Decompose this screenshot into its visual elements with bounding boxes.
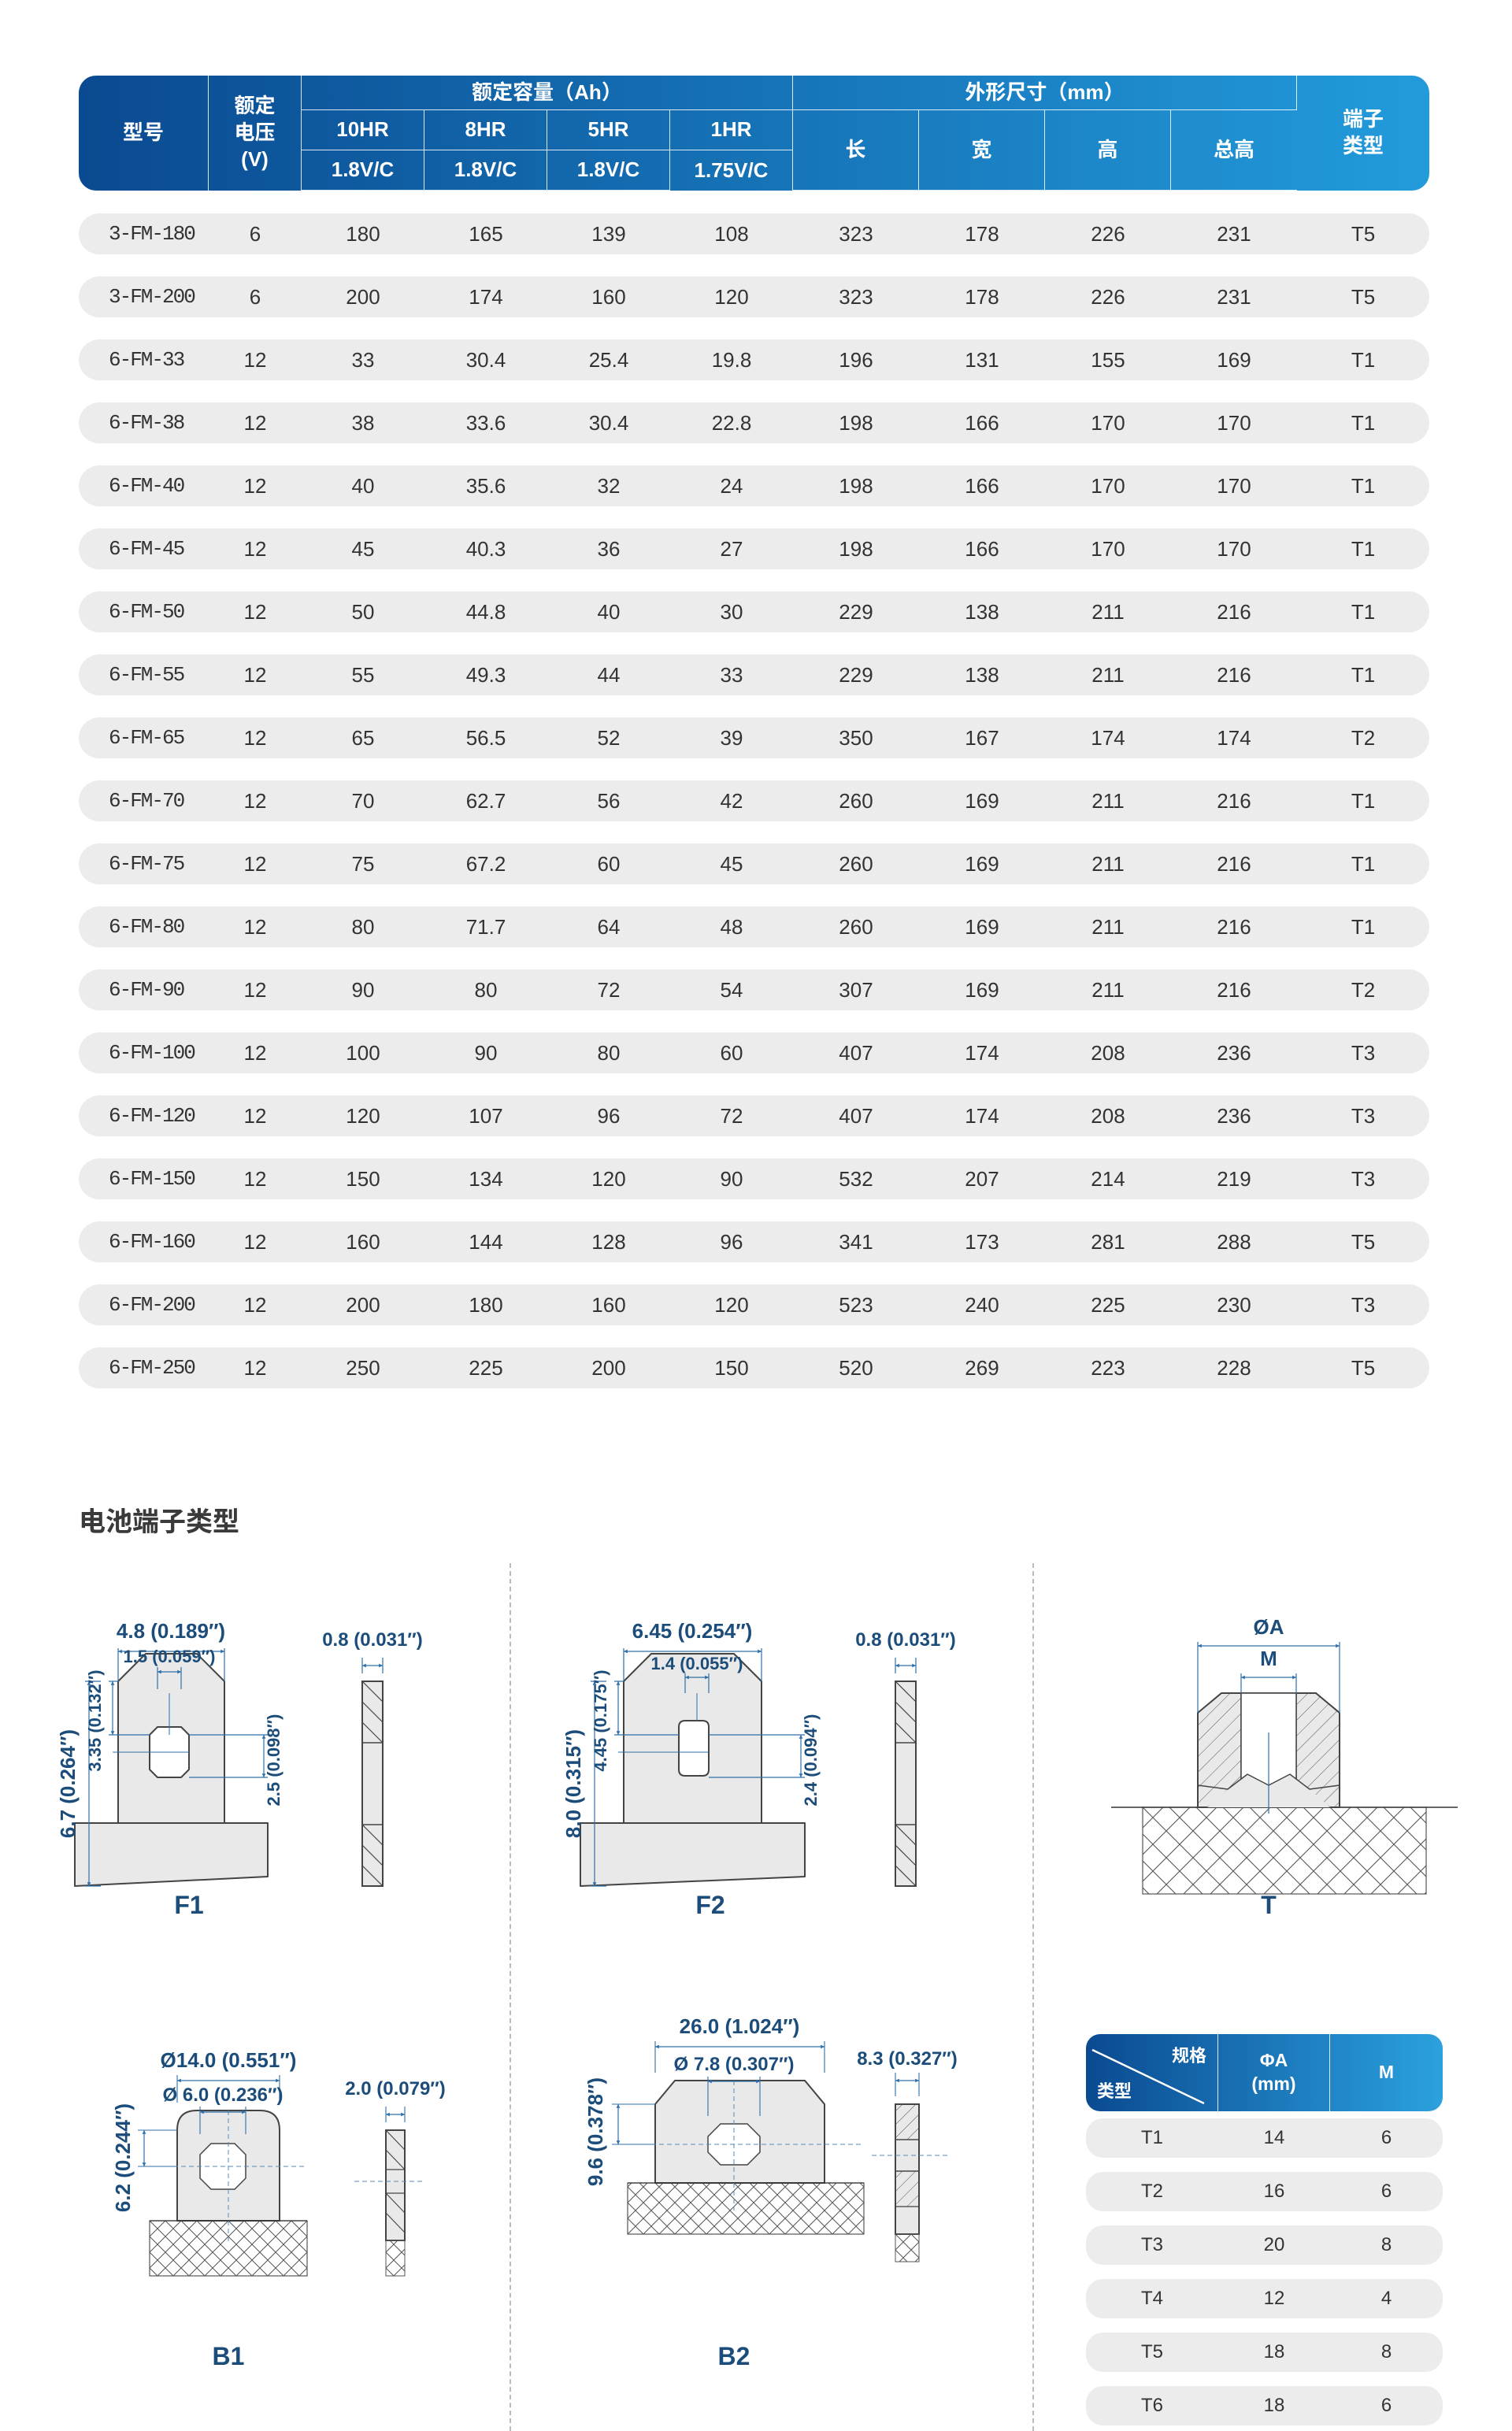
svg-text:Ø14.0 (0.551″): Ø14.0 (0.551″) [161, 2048, 297, 2072]
svg-text:2.5 (0.098″): 2.5 (0.098″) [264, 1714, 284, 1807]
svg-text:9.6 (0.378″): 9.6 (0.378″) [584, 2077, 607, 2186]
svg-text:26.0 (1.024″): 26.0 (1.024″) [680, 2014, 800, 2038]
svg-text:Ø 7.8 (0.307″): Ø 7.8 (0.307″) [674, 2054, 795, 2075]
svg-text:T: T [1261, 1891, 1277, 1919]
svg-text:Ø 6.0 (0.236″): Ø 6.0 (0.236″) [163, 2085, 284, 2106]
svg-text:0.8 (0.031″): 0.8 (0.031″) [855, 1629, 956, 1651]
svg-text:2.4 (0.094″): 2.4 (0.094″) [801, 1714, 821, 1807]
svg-text:ØA: ØA [1254, 1615, 1284, 1639]
svg-text:0.8 (0.031″): 0.8 (0.031″) [322, 1629, 423, 1651]
svg-text:4.45 (0.175″): 4.45 (0.175″) [591, 1669, 610, 1771]
svg-text:1.5 (0.059″): 1.5 (0.059″) [124, 1647, 216, 1666]
svg-text:6.7 (0.264″): 6.7 (0.264″) [56, 1729, 80, 1838]
svg-text:B1: B1 [213, 2342, 245, 2370]
svg-text:8.3 (0.327″): 8.3 (0.327″) [857, 2048, 958, 2070]
svg-text:F1: F1 [174, 1891, 203, 1919]
svg-text:M: M [1260, 1647, 1277, 1670]
svg-text:2.0 (0.079″): 2.0 (0.079″) [345, 2078, 446, 2099]
svg-text:3.35 (0.132″): 3.35 (0.132″) [85, 1669, 105, 1771]
svg-text:1.4 (0.055″): 1.4 (0.055″) [651, 1654, 743, 1673]
svg-text:8.0 (0.315″): 8.0 (0.315″) [561, 1729, 585, 1838]
svg-text:6.2 (0.244″): 6.2 (0.244″) [111, 2103, 135, 2212]
svg-text:B2: B2 [718, 2342, 750, 2370]
svg-text:6.45 (0.254″): 6.45 (0.254″) [632, 1619, 753, 1643]
svg-text:4.8 (0.189″): 4.8 (0.189″) [117, 1619, 225, 1643]
